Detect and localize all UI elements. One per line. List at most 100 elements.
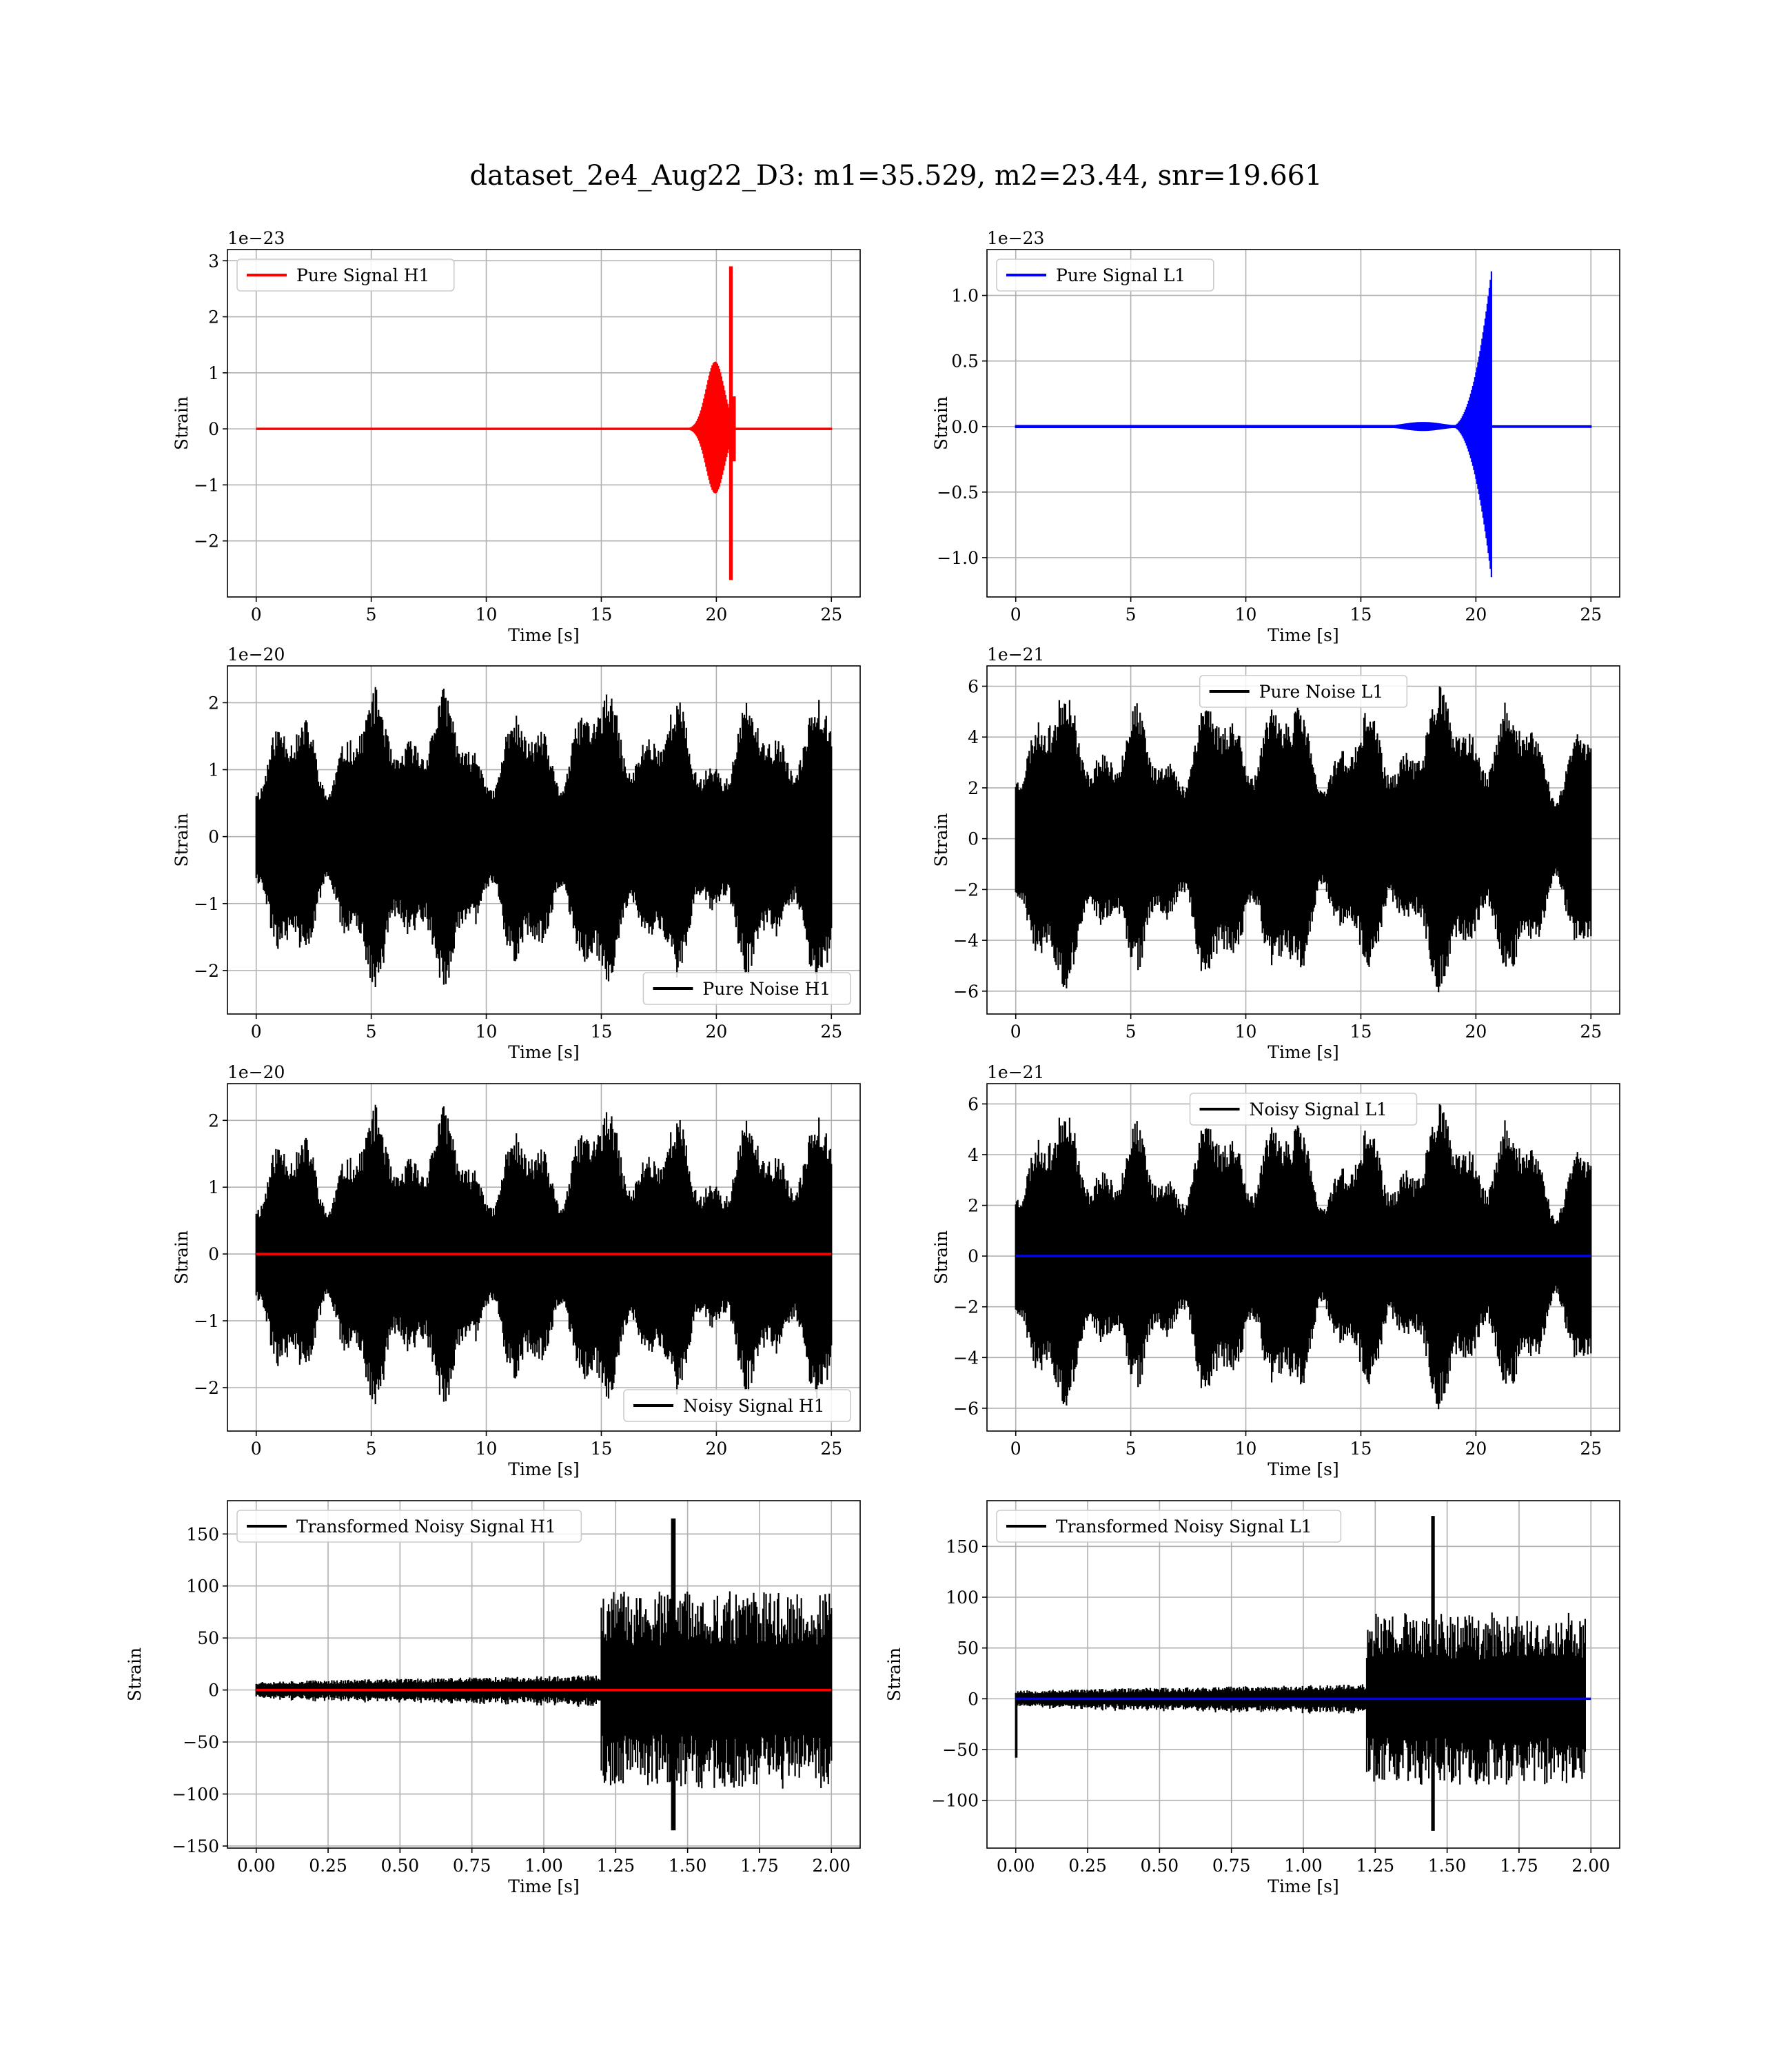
x-tick-label: 25 bbox=[820, 1439, 842, 1459]
axes-frame bbox=[227, 1083, 861, 1432]
x-tick-label: 25 bbox=[1580, 1439, 1602, 1459]
x-axis-label: Time [s] bbox=[508, 1042, 579, 1062]
x-axis-label: Time [s] bbox=[1267, 1459, 1338, 1479]
x-tick-label: 25 bbox=[1580, 1022, 1602, 1042]
legend-label: Transformed Noisy Signal L1 bbox=[1056, 1517, 1312, 1537]
legend-box bbox=[236, 258, 455, 292]
y-tick-label: 50 bbox=[957, 1639, 979, 1659]
y-tick-label: 2 bbox=[968, 1196, 979, 1216]
x-tick-label: 0 bbox=[251, 605, 262, 625]
y-tick-label: 1 bbox=[208, 760, 219, 780]
x-tick-label: 20 bbox=[705, 1439, 727, 1459]
legend-box bbox=[642, 972, 851, 1005]
x-tick-label: 20 bbox=[1465, 1022, 1487, 1042]
x-tick-label: 0 bbox=[1010, 1022, 1021, 1042]
x-tick-label: 5 bbox=[1126, 1022, 1137, 1042]
y-tick-label: 0 bbox=[208, 1681, 219, 1701]
series-transformed-noisy-signal-h1 bbox=[255, 1518, 833, 1831]
y-tick-label: 0.5 bbox=[951, 352, 979, 372]
axes-frame bbox=[986, 1083, 1620, 1432]
y-tick-label: 150 bbox=[186, 1524, 219, 1544]
x-axis-label: Time [s] bbox=[1267, 625, 1338, 645]
x-tick-label: 5 bbox=[1126, 1439, 1137, 1459]
x-tick-label: 1.25 bbox=[1356, 1856, 1394, 1876]
x-tick-label: 0.75 bbox=[453, 1856, 491, 1876]
y-tick-label: −100 bbox=[172, 1785, 219, 1805]
x-tick-label: 25 bbox=[1580, 605, 1602, 625]
x-tick-label: 10 bbox=[476, 1439, 498, 1459]
y-axis-label: Strain bbox=[931, 1230, 951, 1284]
y-tick-label: −100 bbox=[931, 1791, 979, 1811]
x-tick-label: 1.50 bbox=[669, 1856, 707, 1876]
x-tick-label: 20 bbox=[705, 1022, 727, 1042]
axes-frame bbox=[227, 665, 861, 1015]
legend-label: Pure Noise L1 bbox=[1259, 682, 1384, 702]
y-tick-label: −1.0 bbox=[937, 548, 979, 568]
y-tick-label: −1 bbox=[194, 894, 219, 914]
x-tick-label: 1.75 bbox=[1500, 1856, 1538, 1876]
y-axis-label: Strain bbox=[172, 813, 192, 866]
offset-text: 1e−20 bbox=[227, 645, 285, 665]
x-tick-label: 0.25 bbox=[309, 1856, 347, 1876]
x-tick-label: 10 bbox=[1235, 1439, 1257, 1459]
y-tick-label: 2 bbox=[208, 307, 219, 327]
x-tick-label: 15 bbox=[1350, 1439, 1372, 1459]
axes-frame bbox=[986, 665, 1620, 1015]
x-tick-label: 25 bbox=[820, 1022, 842, 1042]
x-tick-label: 0.00 bbox=[997, 1856, 1035, 1876]
x-tick-label: 2.00 bbox=[812, 1856, 851, 1876]
legend: Transformed Noisy Signal H1 bbox=[236, 1510, 582, 1543]
y-tick-label: 150 bbox=[946, 1537, 979, 1557]
y-tick-label: −4 bbox=[953, 931, 979, 951]
y-tick-label: 0.0 bbox=[951, 417, 979, 437]
legend-box bbox=[996, 258, 1214, 292]
y-tick-label: 3 bbox=[208, 251, 219, 271]
legend-box bbox=[236, 1510, 582, 1543]
x-tick-label: 0 bbox=[1010, 605, 1021, 625]
y-tick-label: −50 bbox=[942, 1740, 979, 1760]
x-tick-label: 10 bbox=[1235, 1022, 1257, 1042]
y-axis-label: Strain bbox=[884, 1648, 904, 1701]
legend: Noisy Signal H1 bbox=[623, 1389, 851, 1422]
x-tick-label: 15 bbox=[591, 1022, 613, 1042]
y-tick-label: 2 bbox=[208, 1111, 219, 1131]
legend-label: Noisy Signal L1 bbox=[1250, 1099, 1387, 1119]
y-tick-label: −2 bbox=[194, 961, 219, 981]
x-axis-label: Time [s] bbox=[508, 1459, 579, 1479]
legend-box bbox=[623, 1389, 851, 1422]
y-tick-label: −0.5 bbox=[937, 483, 979, 503]
axes-frame bbox=[227, 249, 861, 598]
axes-frame bbox=[986, 249, 1620, 598]
x-tick-label: 0.50 bbox=[1141, 1856, 1179, 1876]
y-tick-label: 4 bbox=[968, 727, 979, 747]
offset-text: 1e−21 bbox=[987, 645, 1044, 665]
legend: Pure Noise L1 bbox=[1199, 675, 1408, 708]
x-tick-label: 10 bbox=[476, 1022, 498, 1042]
y-tick-label: 100 bbox=[186, 1577, 219, 1596]
y-tick-label: 4 bbox=[968, 1145, 979, 1165]
chart-pure-noise-l1: 0 5 10 15 20 25 −6 −4 −2 0 2 4 6 1e−21 Time [s] Strain P… bbox=[931, 645, 1620, 1062]
y-axis-label: Strain bbox=[125, 1648, 145, 1701]
y-tick-label: 1 bbox=[208, 1177, 219, 1197]
y-tick-label: −2 bbox=[194, 1378, 219, 1398]
offset-text: 1e−20 bbox=[227, 1062, 285, 1082]
x-tick-label: 2.00 bbox=[1571, 1856, 1610, 1876]
y-tick-label: 2 bbox=[208, 693, 219, 713]
offset-text: 1e−23 bbox=[987, 228, 1044, 248]
y-tick-label: 100 bbox=[946, 1588, 979, 1608]
series-transformed-noisy-signal-l1 bbox=[1015, 1516, 1591, 1831]
x-tick-label: 5 bbox=[366, 605, 377, 625]
chart-noisy-signal-h1: 0 5 10 15 20 25 −2 −1 0 1 2 1e−20 Time [s] Strain Nois… bbox=[172, 1062, 861, 1479]
y-tick-label: 6 bbox=[968, 676, 979, 696]
series-pure-noise-l1 bbox=[1015, 686, 1592, 993]
legend-label: Pure Signal H1 bbox=[296, 265, 429, 285]
x-tick-label: 20 bbox=[1465, 1439, 1487, 1459]
y-tick-label: −4 bbox=[953, 1348, 979, 1368]
legend: Noisy Signal L1 bbox=[1189, 1093, 1418, 1126]
y-tick-label: −2 bbox=[953, 1297, 979, 1317]
legend: Pure Signal H1 bbox=[236, 258, 455, 292]
y-tick-label: −150 bbox=[172, 1836, 219, 1856]
x-tick-label: 20 bbox=[1465, 605, 1487, 625]
x-tick-label: 0.00 bbox=[237, 1856, 276, 1876]
x-tick-label: 15 bbox=[591, 1439, 613, 1459]
